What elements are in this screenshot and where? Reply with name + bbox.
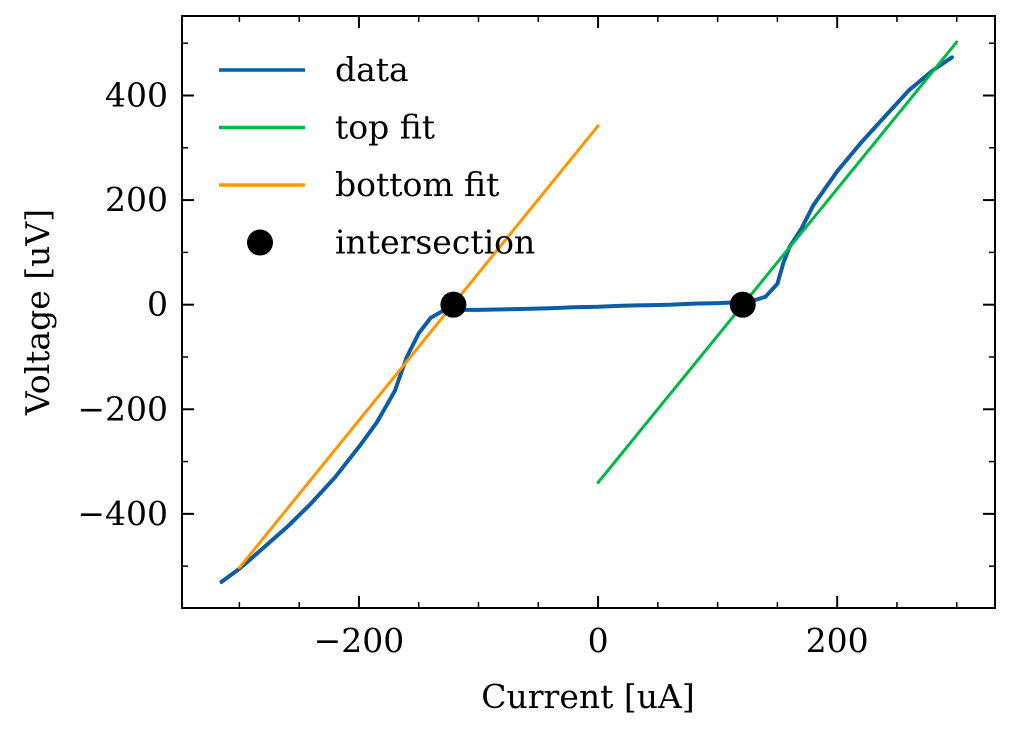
x-tick-label: 200	[806, 621, 869, 660]
y-tick-label: −400	[77, 494, 168, 533]
x-axis-label: Current [uA]	[481, 677, 694, 716]
legend-label-top-fit: top fit	[335, 108, 435, 147]
tick-marks	[182, 16, 995, 608]
intersection-point	[729, 291, 756, 318]
tick-labels: −200 0 200 −400 −200 0 200 400	[77, 75, 868, 660]
x-tick-label: 0	[588, 621, 609, 660]
legend-label-bottom-fit: bottom fit	[335, 165, 499, 204]
y-tick-label: −200	[77, 389, 168, 428]
legend: data top fit bottom fit intersection	[219, 50, 535, 262]
x-tick-label: −200	[314, 621, 405, 660]
y-tick-label: 400	[105, 75, 168, 114]
y-tick-label: 200	[105, 180, 168, 219]
y-axis-label: Voltage [uV]	[18, 209, 57, 416]
series-line-top-fit	[596, 40, 959, 484]
series-line-bottom-fit	[237, 124, 600, 570]
intersection-point	[440, 291, 467, 318]
legend-swatch-intersection	[247, 229, 273, 256]
plot-area	[219, 40, 959, 584]
plot-frame	[181, 15, 996, 609]
y-tick-label: 0	[147, 285, 168, 324]
legend-label-data: data	[335, 50, 409, 89]
legend-label-intersection: intersection	[335, 223, 535, 262]
series-line-data	[219, 55, 954, 584]
